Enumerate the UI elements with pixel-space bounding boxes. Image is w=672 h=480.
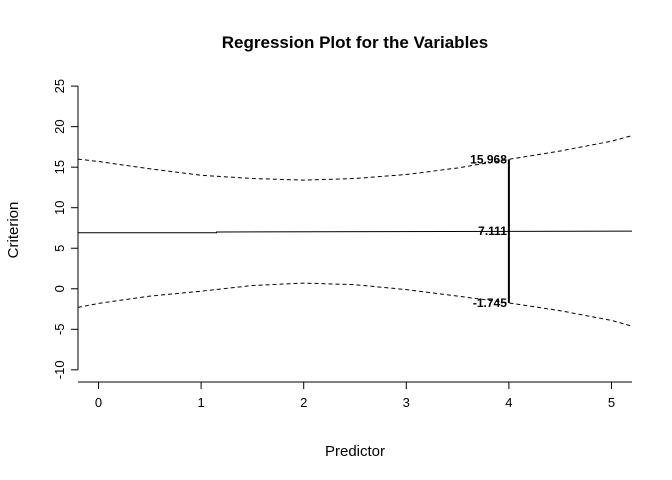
y-tick-label: 10 (52, 200, 67, 214)
y-tick-label: -10 (52, 360, 67, 379)
mid-value-label: 7.111 (478, 224, 507, 238)
y-tick-label: 15 (52, 160, 67, 174)
upper-value-label: 15.968 (470, 152, 507, 166)
x-axis: 0 1 2 3 4 5 (78, 381, 632, 410)
y-axis-label: Criterion (5, 202, 22, 259)
x-tick-label: 1 (197, 395, 204, 410)
y-tick-label: -5 (52, 324, 67, 336)
y-tick-label: 25 (52, 79, 67, 93)
x-tick-label: 3 (403, 395, 410, 410)
x-axis-label: Predictor (325, 443, 385, 460)
y-tick-label: 5 (52, 245, 67, 252)
lower-value-label: -1.745 (473, 296, 507, 310)
y-tick-label: 0 (52, 285, 67, 292)
y-axis: -10 -5 0 5 10 15 20 25 (52, 79, 79, 379)
x-tick-label: 0 (95, 395, 102, 410)
lower-band-line (77, 282, 633, 327)
plot-area (77, 135, 633, 327)
upper-band-line (77, 135, 633, 181)
x-tick-label: 2 (300, 395, 307, 410)
x-tick-label: 5 (608, 395, 615, 410)
y-tick-label: 20 (52, 119, 67, 133)
value-labels: 15.968 7.111 -1.745 (470, 152, 507, 310)
chart-title: Regression Plot for the Variables (222, 33, 488, 52)
x-tick-label: 4 (505, 395, 512, 410)
fit-line (78, 230, 633, 234)
